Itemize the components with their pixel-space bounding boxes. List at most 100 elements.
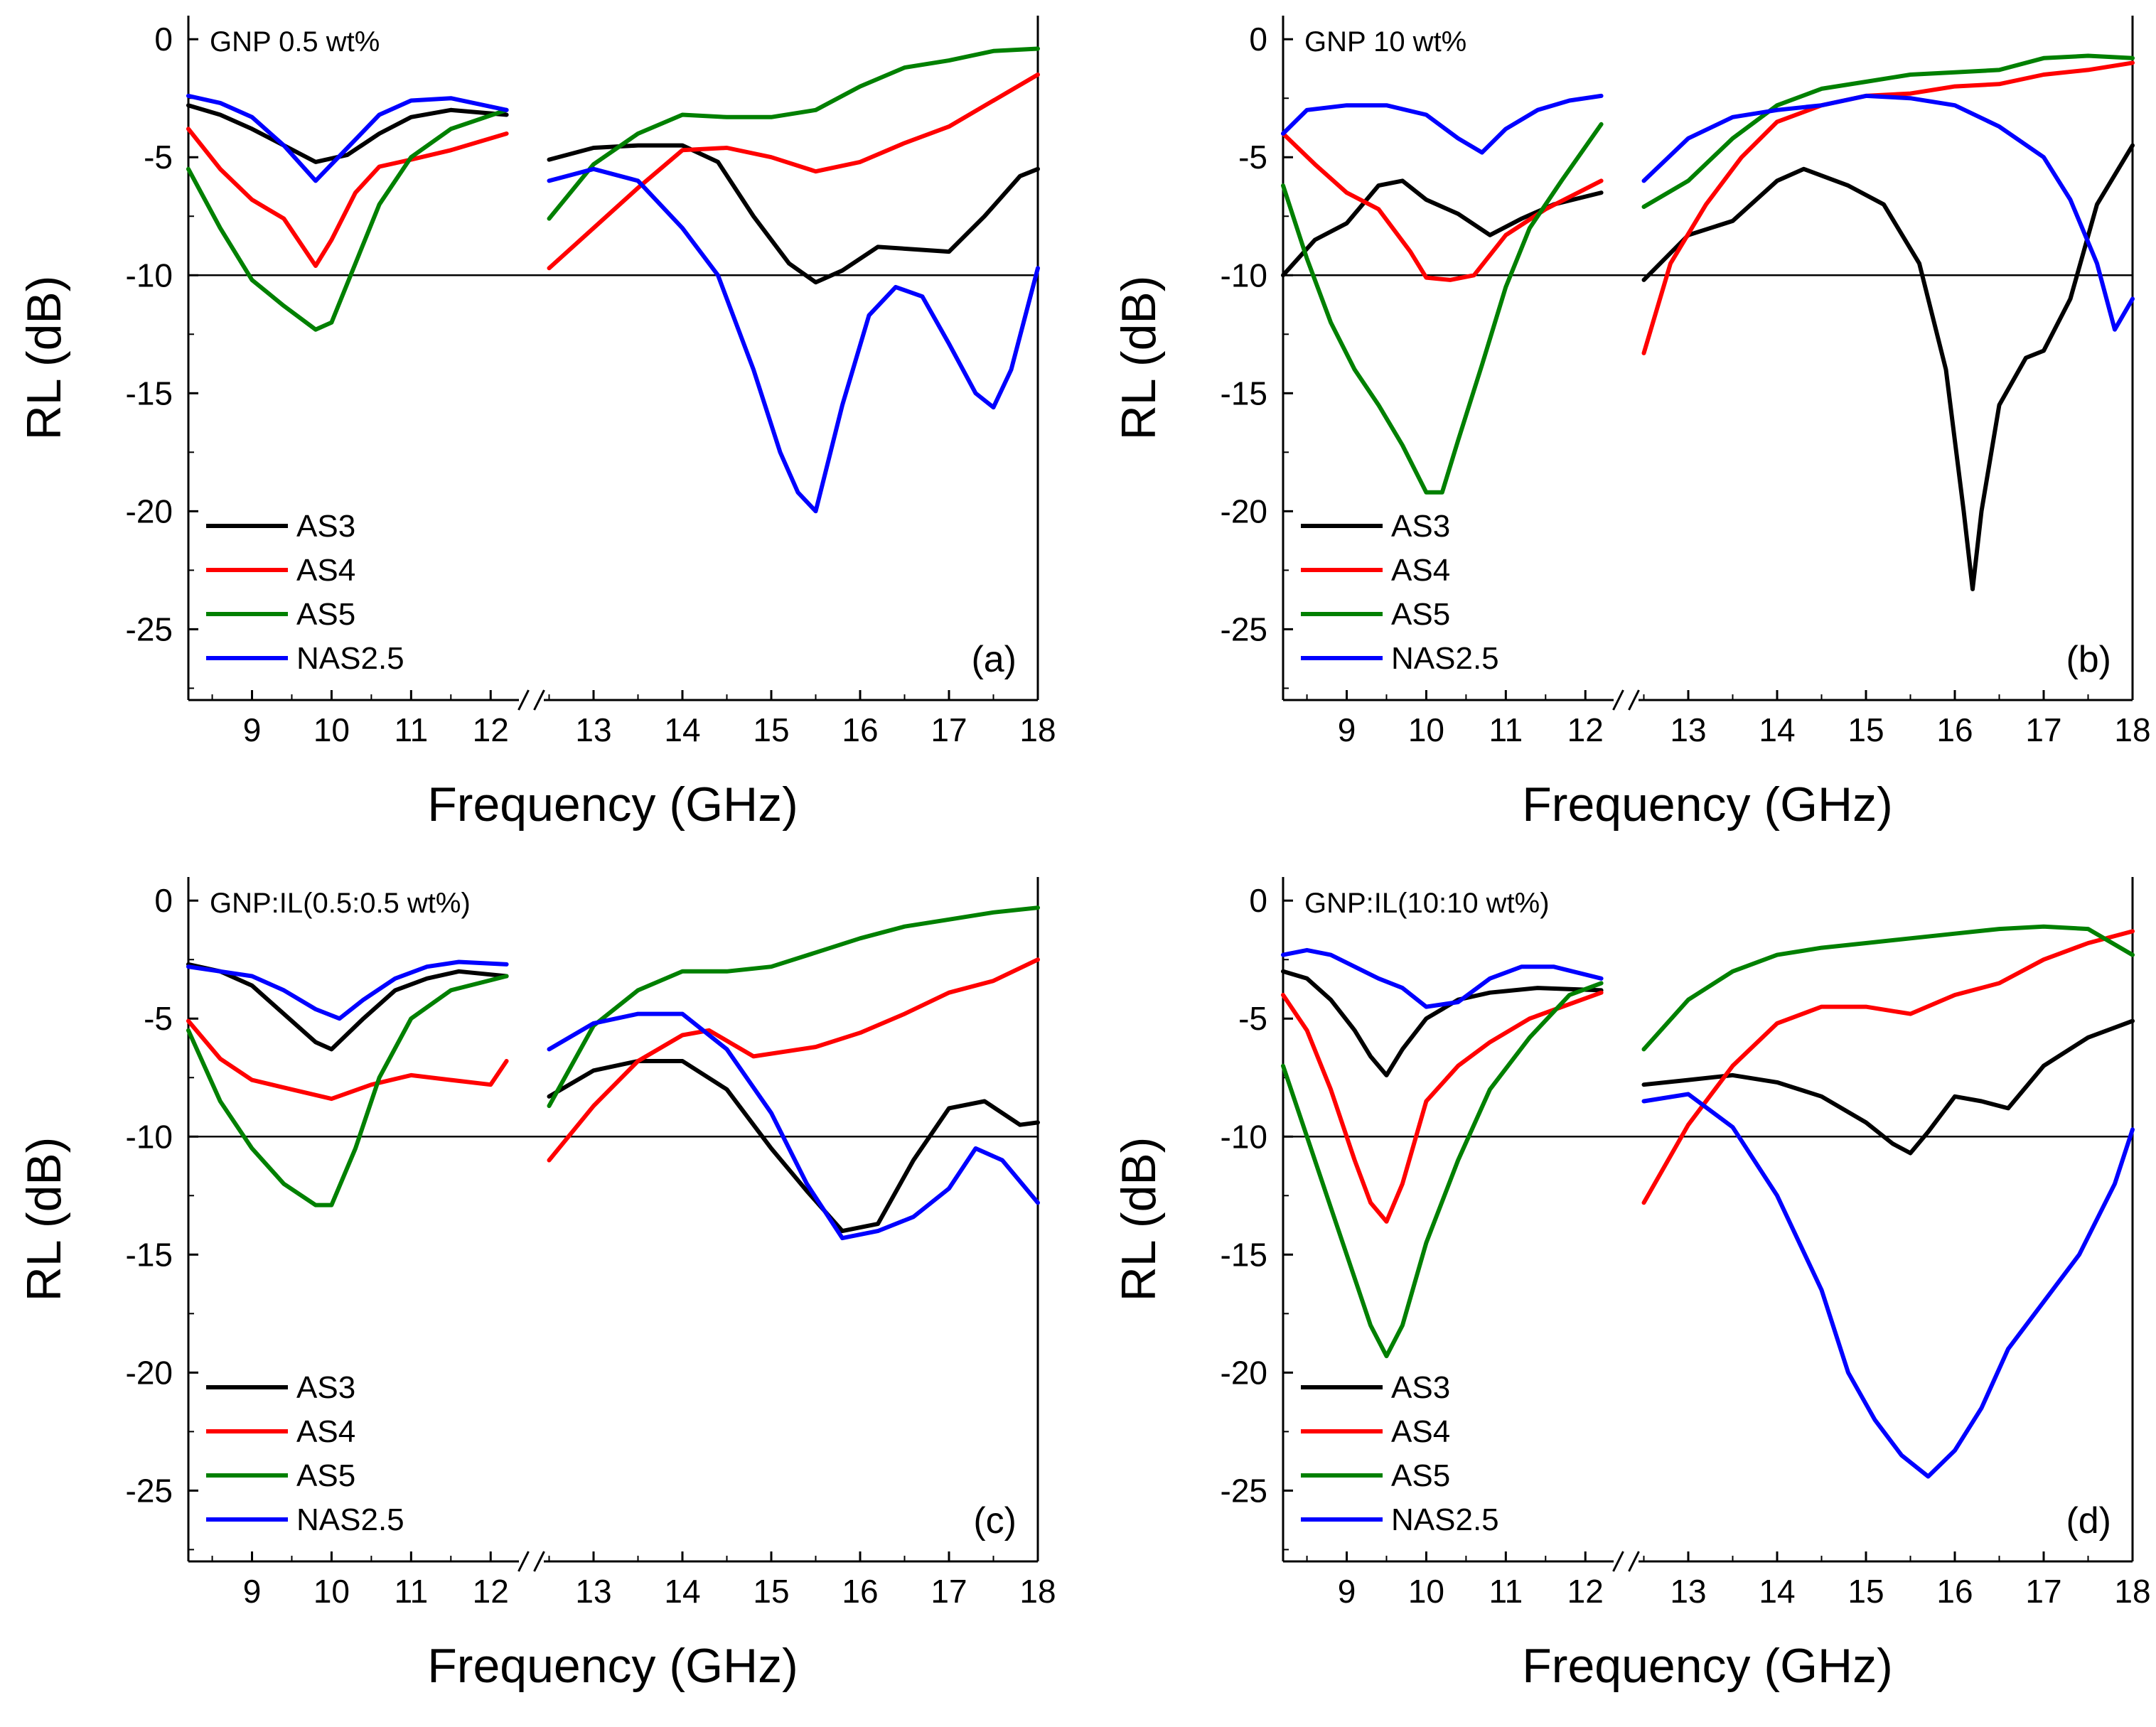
data-point bbox=[1036, 1200, 1040, 1205]
series-line-low bbox=[186, 1018, 509, 1102]
data-point bbox=[449, 1078, 453, 1082]
data-point bbox=[680, 1059, 685, 1063]
data-point bbox=[1686, 1092, 1690, 1097]
data-point bbox=[2042, 155, 2046, 159]
data-point bbox=[1819, 87, 1824, 91]
series-as4 bbox=[186, 72, 1040, 271]
data-point bbox=[1456, 1158, 1460, 1163]
series-as5 bbox=[1281, 924, 2135, 1359]
data-point bbox=[902, 65, 907, 70]
series-line-low bbox=[186, 962, 509, 1052]
data-point bbox=[1567, 98, 1572, 103]
data-point bbox=[1961, 509, 1966, 513]
x-tick-label: 12 bbox=[473, 1573, 509, 1610]
x-tick-label: 11 bbox=[1489, 1573, 1523, 1610]
data-point bbox=[1997, 82, 2002, 86]
data-point bbox=[1775, 1193, 1779, 1198]
series-nas2-5 bbox=[1281, 93, 2135, 332]
data-point bbox=[1686, 178, 1690, 183]
data-point bbox=[377, 203, 382, 207]
x-tick-label: 12 bbox=[473, 711, 509, 748]
data-point bbox=[680, 226, 685, 230]
x-tick-label: 17 bbox=[2025, 1573, 2061, 1610]
legend-label: AS4 bbox=[296, 553, 355, 588]
series-line-low bbox=[1281, 122, 1604, 495]
data-point bbox=[716, 273, 720, 277]
panel-b: 0 -5 -10 -15 -20 -25 9 10 11 12 13 14 15 16 17 18 GNP 10… bbox=[1112, 16, 2151, 832]
data-point bbox=[393, 988, 397, 992]
series-line-low bbox=[1281, 947, 1604, 1009]
data-point bbox=[409, 115, 413, 119]
data-point bbox=[1384, 103, 1389, 107]
data-point bbox=[2068, 198, 2073, 202]
data-point bbox=[1917, 262, 1921, 266]
legend-label: AS3 bbox=[1391, 509, 1450, 544]
data-point bbox=[2095, 262, 2099, 266]
data-point bbox=[1520, 217, 1524, 221]
data-point bbox=[289, 1087, 294, 1092]
legend-label: AS5 bbox=[1391, 1458, 1450, 1493]
data-point bbox=[724, 969, 729, 974]
data-point bbox=[840, 269, 844, 273]
y-tick-label: 0 bbox=[154, 882, 173, 919]
data-point bbox=[991, 405, 996, 409]
series-as4 bbox=[1281, 929, 2135, 1224]
x-tick-label: 10 bbox=[313, 1573, 350, 1610]
data-point bbox=[911, 1158, 916, 1163]
data-point bbox=[345, 153, 350, 157]
data-point bbox=[1953, 103, 1957, 107]
data-point bbox=[2006, 1106, 2010, 1110]
data-point bbox=[1730, 136, 1735, 141]
y-tick-label: -10 bbox=[126, 257, 173, 294]
data-point bbox=[1503, 127, 1508, 131]
data-point bbox=[313, 328, 318, 332]
data-point bbox=[338, 1016, 342, 1021]
data-point bbox=[250, 1078, 254, 1082]
data-point bbox=[1305, 257, 1309, 261]
data-point bbox=[1036, 266, 1040, 270]
y-axis-title: RL (dB) bbox=[17, 276, 71, 441]
data-point bbox=[393, 977, 397, 981]
x-tick-label: 10 bbox=[313, 711, 350, 748]
data-point bbox=[186, 103, 191, 107]
data-point bbox=[1775, 953, 1779, 957]
series-nas2-5 bbox=[186, 93, 1040, 514]
data-point bbox=[1488, 991, 1492, 995]
series-as4 bbox=[186, 957, 1040, 1163]
x-tick-label: 9 bbox=[1338, 1573, 1356, 1610]
data-point bbox=[858, 936, 862, 940]
data-point bbox=[724, 146, 729, 150]
x-tick-label: 13 bbox=[1670, 1573, 1706, 1610]
y-tick-label: 0 bbox=[154, 21, 173, 58]
data-point bbox=[2130, 953, 2135, 957]
data-point bbox=[1329, 1087, 1333, 1092]
data-point bbox=[902, 141, 907, 145]
data-point bbox=[1686, 1078, 1690, 1082]
data-point bbox=[1503, 285, 1508, 289]
y-axis-title: RL (dB) bbox=[17, 1137, 71, 1302]
data-point bbox=[1400, 1047, 1405, 1051]
y-tick-label: -5 bbox=[1238, 139, 1267, 176]
data-point bbox=[1456, 1000, 1460, 1004]
axis-break-mark bbox=[1628, 689, 1640, 711]
series-line-high bbox=[1641, 93, 2135, 332]
data-point bbox=[250, 127, 254, 131]
x-tick-label: 10 bbox=[1408, 1573, 1444, 1610]
data-point bbox=[1305, 1028, 1309, 1033]
data-point bbox=[1384, 1354, 1389, 1358]
data-point bbox=[902, 925, 907, 929]
series-line-high bbox=[547, 905, 1040, 1109]
data-point bbox=[591, 1104, 596, 1108]
legend-label: AS5 bbox=[296, 1458, 355, 1493]
data-point bbox=[1560, 178, 1564, 183]
legend-label: NAS2.5 bbox=[1391, 641, 1499, 676]
x-tick-label: 15 bbox=[1847, 711, 1884, 748]
legend-label: AS4 bbox=[1391, 1414, 1450, 1449]
x-tick-label: 11 bbox=[394, 711, 428, 748]
data-point bbox=[751, 367, 756, 372]
data-point bbox=[724, 1087, 729, 1092]
data-point bbox=[947, 1186, 951, 1190]
data-point bbox=[840, 403, 844, 407]
data-point bbox=[1953, 85, 1957, 89]
x-tick-label: 14 bbox=[1759, 1573, 1795, 1610]
